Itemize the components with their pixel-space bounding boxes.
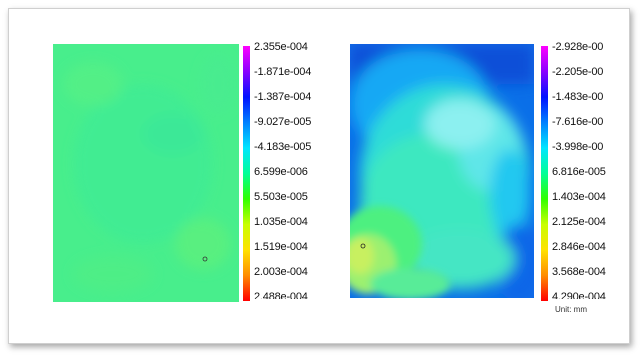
colorbar-tick-label: -1.387e-004	[254, 91, 312, 103]
colorbar-tick-label: 4.290e-004	[552, 291, 606, 299]
colorbar-tick-label: 2.125e-004	[552, 216, 606, 228]
colorbar-tick-label: 1.035e-004	[254, 216, 308, 228]
left-contour-field	[53, 44, 239, 302]
colorbar-tick-label: -7.616e-00	[552, 116, 604, 128]
colorbar-tick-label: -1.871e-004	[254, 66, 312, 78]
right-contour-plot	[350, 44, 534, 298]
colorbar-tick-label: 5.503e-005	[254, 191, 308, 203]
colorbar-tick-label: 1.403e-004	[552, 191, 606, 203]
colorbar-tick-label: -2.928e-00	[552, 41, 604, 53]
probe-marker	[360, 243, 366, 249]
left-contour-plot	[53, 44, 239, 302]
right-colorbar	[541, 46, 548, 301]
colorbar-tick-label: 6.816e-005	[552, 166, 606, 178]
figure-frame: 2.355e-004 -1.871e-004 -1.387e-004 -9.027e-…	[8, 8, 630, 344]
colorbar-tick-label: 6.599e-006	[254, 166, 308, 178]
left-colorbar	[243, 46, 250, 301]
colorbar-tick-label: -2.205e-00	[552, 66, 604, 78]
colorbar-tick-label: -3.998e-00	[552, 141, 604, 153]
colorbar-tick-label: -1.483e-00	[552, 91, 604, 103]
colorbar-tick-label: 2.003e-004	[254, 266, 308, 278]
colorbar-tick-label: 2.488e-004	[254, 291, 308, 299]
colorbar-tick-label: 2.355e-004	[254, 41, 308, 53]
right-colorbar-labels: -2.928e-00 -2.205e-00 -1.483e-00 -7.616e-00…	[552, 39, 628, 299]
left-colorbar-labels: 2.355e-004 -1.871e-004 -1.387e-004 -9.027e-…	[254, 39, 344, 299]
colorbar-tick-label: -9.027e-005	[254, 116, 312, 128]
colorbar-tick-label: -4.183e-005	[254, 141, 312, 153]
right-unit-label: Unit: mm	[555, 305, 587, 314]
probe-marker	[202, 256, 208, 262]
colorbar-tick-label: 1.519e-004	[254, 241, 308, 253]
colorbar-tick-label: 3.568e-004	[552, 266, 606, 278]
right-contour-field	[350, 44, 534, 298]
colorbar-tick-label: 2.846e-004	[552, 241, 606, 253]
